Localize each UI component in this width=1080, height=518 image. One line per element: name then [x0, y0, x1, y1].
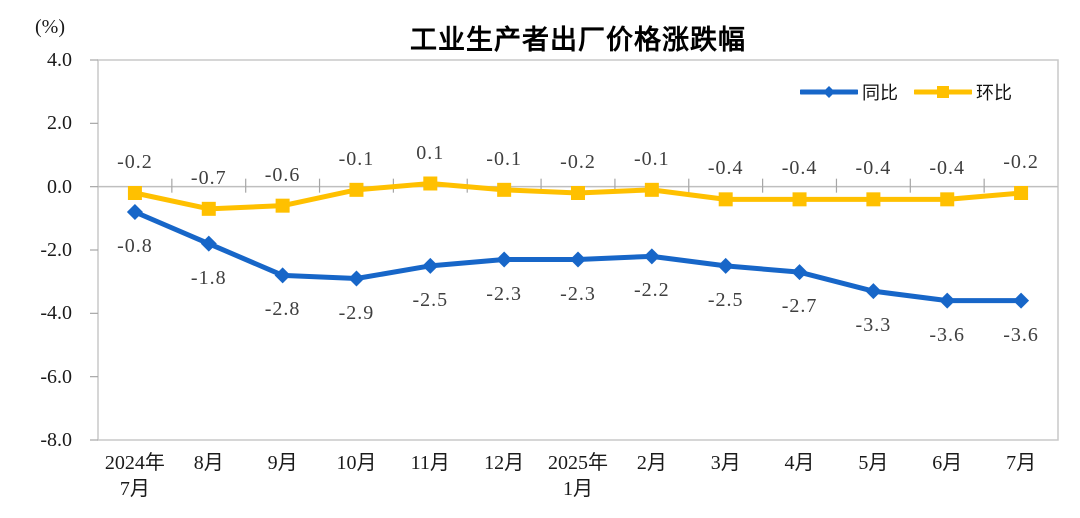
legend: 同比 环比: [800, 79, 1012, 105]
data-point-0: [939, 292, 956, 309]
x-axis-label: 2025年 1月: [548, 452, 608, 500]
legend-item-mom: 环比: [914, 79, 1012, 105]
data-point-0: [1013, 292, 1030, 309]
data-point-0: [274, 267, 291, 284]
x-axis-label: 8月: [193, 452, 224, 474]
y-axis-label: -4.0: [40, 302, 72, 325]
x-axis-label: 11月: [410, 452, 450, 474]
y-axis-label: -8.0: [40, 429, 72, 451]
data-point-1: [866, 192, 881, 207]
y-axis-label: 2.0: [47, 112, 72, 135]
data-point-0: [865, 283, 882, 300]
data-label-同比: -2.7: [781, 295, 818, 318]
data-point-1: [127, 186, 142, 200]
data-point-0: [717, 257, 734, 274]
data-label-同比: -0.8: [117, 235, 153, 257]
data-label-环比: -0.4: [781, 157, 818, 180]
data-point-1: [275, 198, 290, 213]
data-point-0: [791, 264, 808, 281]
data-point-1: [940, 192, 955, 207]
legend-label-mom: 环比: [976, 83, 1012, 103]
data-label-环比: -0.2: [1003, 151, 1039, 173]
data-label-同比: -3.3: [855, 314, 892, 337]
data-point-0: [570, 251, 586, 268]
data-label-环比: -0.4: [929, 157, 966, 180]
data-label-环比: -0.4: [855, 157, 892, 180]
x-axis-label: 6月: [932, 452, 963, 474]
data-label-同比: -2.3: [560, 282, 596, 305]
y-axis-label: -2.0: [40, 239, 72, 261]
data-label-同比: -2.8: [264, 298, 301, 321]
data-label-环比: -0.1: [338, 147, 375, 170]
data-point-0: [200, 235, 217, 252]
legend-label-yoy: 同比: [862, 83, 898, 103]
x-axis-label: 3月: [710, 452, 741, 474]
data-point-1: [571, 186, 585, 200]
x-axis-label: 9月: [267, 452, 298, 474]
data-label-环比: -0.4: [707, 157, 744, 180]
x-axis-label: 12月: [484, 452, 525, 474]
data-label-同比: -3.6: [1003, 323, 1039, 346]
data-point-1: [201, 201, 216, 216]
data-label-环比: -0.2: [560, 151, 596, 173]
x-axis-label: 2月: [636, 452, 667, 474]
plot-border: [97, 59, 1059, 441]
data-point-1: [497, 182, 512, 197]
mom-line-sample-icon: [914, 86, 972, 98]
data-point-1: [718, 192, 733, 207]
x-axis-label: 2024年 7月: [104, 452, 165, 500]
data-label-同比: -2.3: [486, 282, 522, 305]
data-label-环比: -0.7: [190, 166, 227, 189]
data-label-环比: -0.6: [264, 163, 301, 186]
legend-sample-shape: [937, 86, 949, 98]
data-point-1: [423, 176, 438, 191]
data-point-0: [126, 204, 143, 220]
data-label-环比: -0.1: [634, 147, 670, 170]
data-point-1: [349, 182, 364, 197]
y-axis-label: -6.0: [40, 365, 72, 388]
data-point-0: [422, 257, 439, 274]
y-axis-unit-label: (%): [35, 16, 65, 38]
data-label-环比: -0.2: [117, 151, 153, 173]
x-axis-label: 10月: [336, 452, 377, 474]
data-label-同比: -3.6: [929, 323, 966, 346]
x-axis-label: 5月: [858, 452, 889, 474]
chart-title: 工业生产者出厂价格涨跌幅: [410, 25, 746, 55]
data-point-1: [644, 182, 659, 197]
data-label-同比: -2.5: [412, 288, 449, 311]
data-label-同比: -1.8: [190, 266, 227, 289]
data-label-同比: -2.2: [634, 279, 670, 302]
y-axis-label: 4.0: [47, 49, 72, 71]
y-axis-label: 0.0: [47, 175, 72, 198]
data-point-0: [348, 270, 365, 287]
data-point-1: [1014, 186, 1029, 200]
data-point-1: [792, 192, 807, 207]
legend-item-yoy: 同比: [800, 79, 898, 105]
data-point-0: [643, 248, 660, 265]
yoy-line-sample-icon: [800, 86, 858, 98]
data-label-同比: -2.9: [338, 301, 375, 324]
x-axis-label: 4月: [784, 452, 815, 474]
data-label-环比: 0.1: [416, 141, 445, 164]
data-label-环比: -0.1: [486, 147, 522, 170]
legend-sample-shape: [823, 86, 835, 98]
data-label-同比: -2.5: [707, 288, 744, 311]
x-axis-label: 7月: [1006, 452, 1037, 474]
data-point-0: [496, 251, 513, 268]
